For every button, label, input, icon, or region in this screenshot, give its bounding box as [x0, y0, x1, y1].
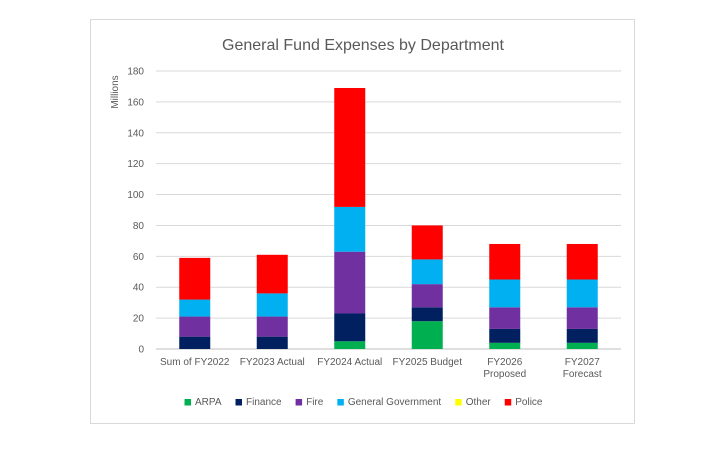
y-tick-label-100: 100 [127, 190, 144, 201]
bar-fire-0 [179, 316, 211, 337]
bar-general-government-4 [489, 279, 521, 308]
bar-fire-2 [334, 251, 366, 314]
x-tick-label-1: FY2023 Actual [240, 357, 305, 368]
bar-finance-4 [489, 328, 521, 343]
bars [179, 87, 598, 349]
bar-fire-3 [411, 284, 443, 308]
legend: ARPA Finance Fire General Government Other Po… [184, 397, 543, 408]
chart-title: General Fund Expenses by Department [222, 37, 504, 54]
bar-finance-1 [256, 336, 288, 349]
bar-police-2 [334, 87, 366, 207]
legend-label-general-government: General Government [348, 397, 442, 408]
x-tick-label-5-line1: Forecast [563, 369, 602, 380]
bar-police-5 [566, 243, 598, 280]
bar-finance-3 [411, 307, 443, 322]
bar-police-4 [489, 243, 521, 280]
x-tick-label-0: Sum of FY2022 [160, 357, 230, 368]
bar-general-government-0 [179, 299, 211, 317]
bar-fire-5 [566, 307, 598, 329]
bar-police-0 [179, 257, 211, 300]
y-tick-label-180: 180 [127, 67, 144, 78]
x-axis-ticks: Sum of FY2022 FY2023 Actual FY2024 Actual F… [160, 357, 602, 380]
chart-svg: General Fund Expenses by Department Mill… [110, 37, 621, 408]
bar-arpa-3 [411, 321, 443, 349]
bar-finance-0 [179, 336, 211, 349]
bar-general-government-2 [334, 206, 366, 252]
legend-swatch-fire [295, 399, 303, 406]
legend-label-arpa: ARPA [195, 397, 222, 408]
y-tick-label-40: 40 [133, 283, 145, 294]
y-axis-ticks: 0 20 40 60 80 100 120 140 160 180 [127, 67, 144, 356]
legend-swatch-arpa [184, 399, 192, 406]
x-tick-label-2: FY2024 Actual [317, 357, 382, 368]
chart-area: General Fund Expenses by Department Mill… [90, 19, 635, 424]
legend-label-finance: Finance [246, 397, 282, 408]
legend-item-general-government: General Government [337, 397, 441, 408]
bar-police-1 [256, 254, 288, 294]
bar-arpa-5 [566, 342, 598, 349]
y-tick-label-0: 0 [138, 345, 144, 356]
y-tick-label-80: 80 [133, 221, 145, 232]
bar-general-government-1 [256, 293, 288, 317]
bar-general-government-3 [411, 259, 443, 285]
x-tick-label-4: FY2026 [487, 357, 522, 368]
x-tick-label-4-line1: Proposed [483, 369, 526, 380]
y-tick-label-120: 120 [127, 159, 144, 170]
bar-fire-4 [489, 307, 521, 329]
gridlines [156, 70, 621, 350]
legend-item-police: Police [504, 397, 543, 408]
bar-finance-5 [566, 328, 598, 343]
y-axis-label: Millions [110, 75, 121, 108]
bar-finance-2 [334, 313, 366, 342]
legend-swatch-general-government [337, 399, 344, 406]
legend-label-police: Police [515, 397, 543, 408]
bar-arpa-4 [489, 342, 521, 349]
legend-label-other: Other [466, 397, 492, 408]
bar-fire-1 [256, 316, 288, 337]
legend-swatch-police [504, 399, 512, 406]
y-tick-label-140: 140 [127, 128, 144, 139]
bar-police-3 [411, 225, 443, 260]
legend-swatch-other [455, 399, 462, 406]
legend-label-fire: Fire [306, 397, 324, 408]
y-tick-label-60: 60 [133, 252, 145, 263]
x-tick-label-5: FY2027 [565, 357, 600, 368]
legend-item-finance: Finance [235, 397, 282, 408]
y-tick-label-160: 160 [127, 97, 144, 108]
x-tick-label-3: FY2025 Budget [393, 357, 463, 368]
bar-general-government-5 [566, 279, 598, 308]
y-tick-label-20: 20 [133, 314, 145, 325]
legend-swatch-finance [235, 399, 243, 406]
legend-item-fire: Fire [295, 397, 324, 408]
legend-item-arpa: ARPA [184, 397, 222, 408]
bar-arpa-2 [334, 341, 366, 349]
legend-item-other: Other [455, 397, 491, 408]
